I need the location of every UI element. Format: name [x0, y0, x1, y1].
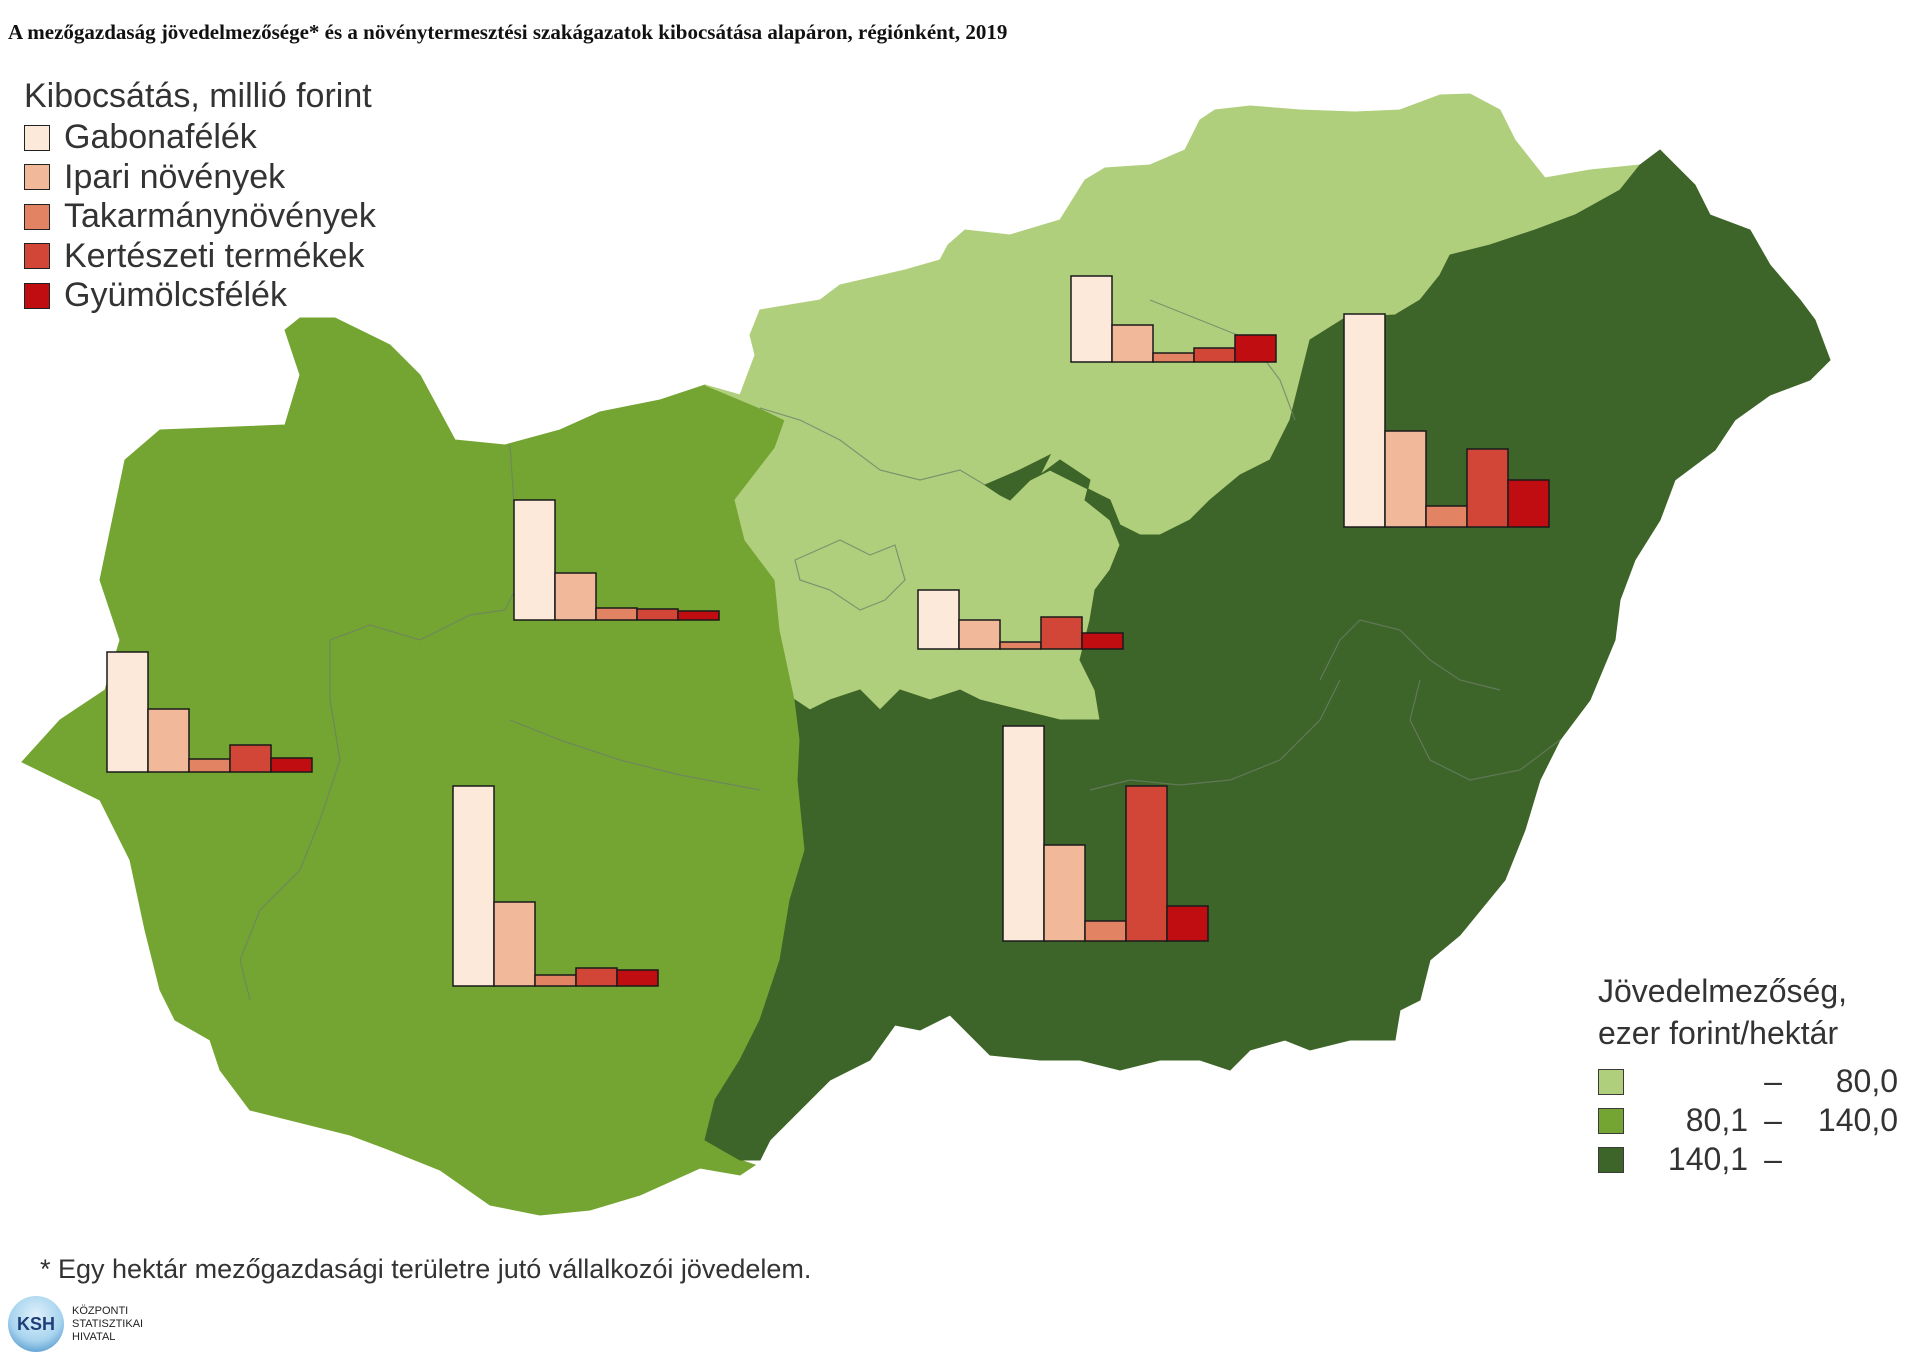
bar-group-del-alfold — [1002, 725, 1209, 942]
bar-pest-3 — [1040, 616, 1083, 650]
class-swatch — [1598, 1107, 1624, 1134]
bar-eszak-magyarorszag-2 — [1152, 352, 1195, 363]
county-border — [1319, 619, 1501, 691]
class-swatch — [1598, 1068, 1624, 1095]
bar-eszak-magyarorszag-3 — [1193, 347, 1236, 363]
class-dash: – — [1764, 1102, 1782, 1138]
bar-nyugat-dunantul-2 — [188, 758, 231, 773]
bar-group-del-dunantul — [452, 785, 659, 987]
profitability-legend: Jövedelmezőség, ezer forint/hektár – 80,… — [1598, 970, 1898, 1179]
county-border — [759, 407, 986, 486]
legend-label: Gabonafélék — [64, 118, 257, 157]
county-border — [794, 539, 906, 611]
class-dash: – — [1764, 1141, 1782, 1177]
bar-del-dunantul-1 — [493, 901, 536, 987]
profitability-class-low: – 80,0 — [1598, 1062, 1898, 1101]
bar-del-dunantul-3 — [575, 967, 618, 987]
legend-item-kerteszeti-termekek: Kertészeti termékek — [24, 237, 376, 277]
profitability-legend-heading-1: Jövedelmezőség, — [1598, 973, 1848, 1009]
county-border — [509, 719, 761, 791]
legend-item-ipari-novenyek: Ipari növények — [24, 158, 376, 198]
legend-swatch — [24, 164, 50, 191]
bar-eszak-alfold-2 — [1425, 505, 1468, 528]
bar-group-eszak-magyarorszag — [1070, 275, 1277, 363]
ksh-logo: KSH KÖZPONTI STATISZTIKAI HIVATAL — [8, 1296, 143, 1352]
bar-eszak-magyarorszag-4 — [1234, 334, 1277, 363]
class-to: 140,0 — [1817, 1102, 1898, 1138]
bar-group-nyugat-dunantul — [106, 651, 313, 773]
bar-kozep-dunantul-3 — [636, 608, 679, 621]
legend-label: Kertészeti termékek — [64, 236, 365, 275]
class-from: 140,1 — [1667, 1141, 1748, 1177]
legend-swatch — [24, 203, 50, 230]
bar-kozep-dunantul-0 — [513, 499, 556, 621]
ksh-logo-line: KÖZPONTI — [72, 1304, 129, 1317]
output-legend: Kibocsátás, millió forint Gabonafélék Ip… — [24, 74, 376, 316]
bar-group-kozep-dunantul — [513, 499, 720, 621]
legend-swatch — [24, 124, 50, 151]
ksh-logo-line: STATISZTIKAI — [72, 1317, 144, 1330]
bar-eszak-alfold-1 — [1384, 430, 1427, 528]
ksh-logo-line: HIVATAL — [72, 1330, 116, 1343]
legend-label: Gyümölcsfélék — [64, 276, 287, 315]
class-swatch — [1598, 1146, 1624, 1173]
bar-del-dunantul-0 — [452, 785, 495, 987]
bar-eszak-magyarorszag-0 — [1070, 275, 1113, 363]
ksh-logo-abbr: KSH — [16, 1313, 55, 1334]
bar-eszak-alfold-0 — [1343, 313, 1386, 528]
legend-label: Ipari növények — [64, 157, 286, 196]
footnote: * Egy hektár mezőgazdasági területre jut… — [40, 1254, 812, 1284]
bar-eszak-magyarorszag-1 — [1111, 324, 1154, 363]
county-border — [1409, 679, 1561, 781]
bar-del-dunantul-4 — [616, 969, 659, 987]
legend-item-gyumolcsfelek: Gyümölcsfélék — [24, 276, 376, 316]
bar-group-eszak-alfold — [1343, 313, 1550, 528]
bar-del-alfold-4 — [1166, 905, 1209, 942]
bar-del-alfold-1 — [1043, 844, 1086, 942]
bar-nyugat-dunantul-1 — [147, 708, 190, 773]
bar-del-dunantul-2 — [534, 974, 577, 987]
bar-del-alfold-0 — [1002, 725, 1045, 942]
bar-kozep-dunantul-2 — [595, 607, 638, 621]
bar-pest-4 — [1081, 632, 1124, 650]
output-legend-heading: Kibocsátás, millió forint — [24, 77, 372, 115]
bar-nyugat-dunantul-0 — [106, 651, 149, 773]
ksh-logo-icon: KSH — [8, 1296, 64, 1352]
county-border — [1089, 679, 1341, 791]
bar-del-alfold-2 — [1084, 920, 1127, 942]
legend-item-gabonafelek: Gabonafélék — [24, 118, 376, 158]
region-great-plain — [704, 149, 1831, 1161]
legend-swatch — [24, 282, 50, 309]
legend-item-takarmanynovenyek: Takarmánynövények — [24, 197, 376, 237]
profitability-class-mid: 80,1 – 140,0 — [1598, 1101, 1898, 1140]
bar-pest-0 — [917, 589, 960, 650]
bar-kozep-dunantul-4 — [677, 610, 720, 621]
bar-eszak-alfold-3 — [1466, 448, 1509, 528]
class-dash: – — [1764, 1063, 1782, 1099]
profitability-class-high: 140,1 – — [1598, 1140, 1898, 1179]
map-title: A mezőgazdaság jövedelmezősége* és a növ… — [8, 20, 1008, 44]
bar-kozep-dunantul-1 — [554, 572, 597, 621]
bar-pest-2 — [999, 641, 1042, 650]
profitability-legend-heading-2: ezer forint/hektár — [1598, 1015, 1839, 1051]
bar-nyugat-dunantul-4 — [270, 757, 313, 773]
legend-label: Takarmánynövények — [64, 197, 376, 236]
bar-nyugat-dunantul-3 — [229, 744, 272, 773]
legend-swatch — [24, 243, 50, 270]
bar-eszak-alfold-4 — [1507, 479, 1550, 528]
class-from: 80,1 — [1685, 1102, 1748, 1138]
class-to: 80,0 — [1835, 1063, 1898, 1099]
bar-group-pest — [917, 589, 1124, 650]
bar-del-alfold-3 — [1125, 785, 1168, 942]
ksh-logo-text: KÖZPONTI STATISZTIKAI HIVATAL — [72, 1305, 143, 1344]
bar-pest-1 — [958, 619, 1001, 650]
